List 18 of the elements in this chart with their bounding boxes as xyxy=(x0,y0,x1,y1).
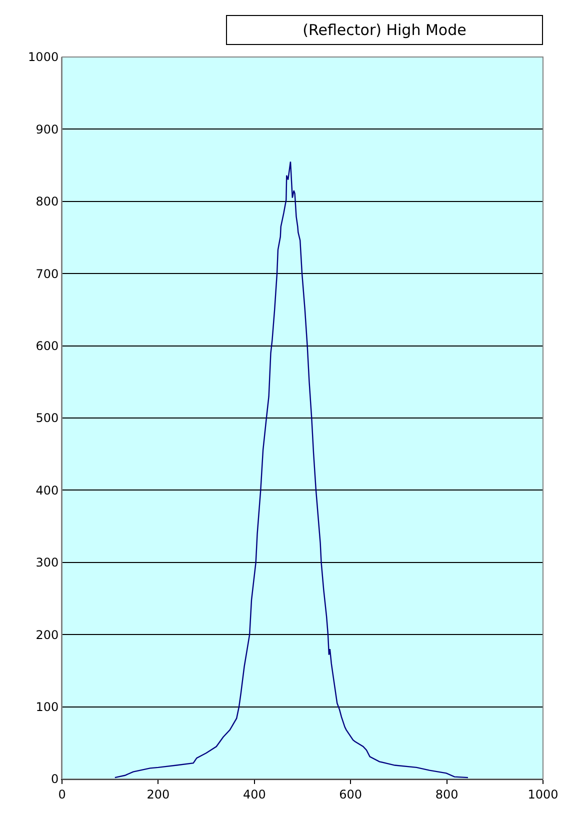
line-series xyxy=(114,161,469,778)
x-tick-label: 1000 xyxy=(528,787,558,802)
y-tick-label: 400 xyxy=(36,483,59,498)
y-tick-label: 600 xyxy=(36,339,59,353)
y-tick-label: 800 xyxy=(36,194,59,209)
x-tick-label: 600 xyxy=(339,787,362,802)
y-tick-label: 1000 xyxy=(28,50,59,64)
x-tick-label: 800 xyxy=(435,787,458,802)
y-tick-label: 900 xyxy=(36,122,59,136)
x-tick-label: 200 xyxy=(146,787,170,802)
y-tick-label: 200 xyxy=(36,628,59,642)
chart-title: (Reflector) High Mode xyxy=(302,21,466,39)
y-tick-label: 0 xyxy=(50,772,59,786)
y-tick-label: 700 xyxy=(36,266,59,281)
y-tick-label: 300 xyxy=(36,556,59,570)
y-tick-label: 100 xyxy=(36,700,59,714)
y-tick-label: 500 xyxy=(36,411,59,426)
x-tick-label: 400 xyxy=(242,787,266,802)
